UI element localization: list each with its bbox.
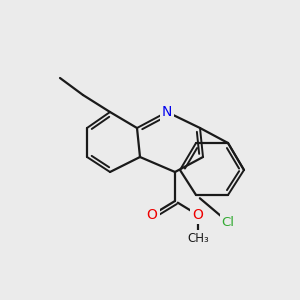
Text: O: O (193, 208, 203, 222)
Text: O: O (147, 208, 158, 222)
Text: CH₃: CH₃ (187, 232, 209, 244)
Text: Cl: Cl (221, 215, 235, 229)
Text: N: N (162, 105, 172, 119)
